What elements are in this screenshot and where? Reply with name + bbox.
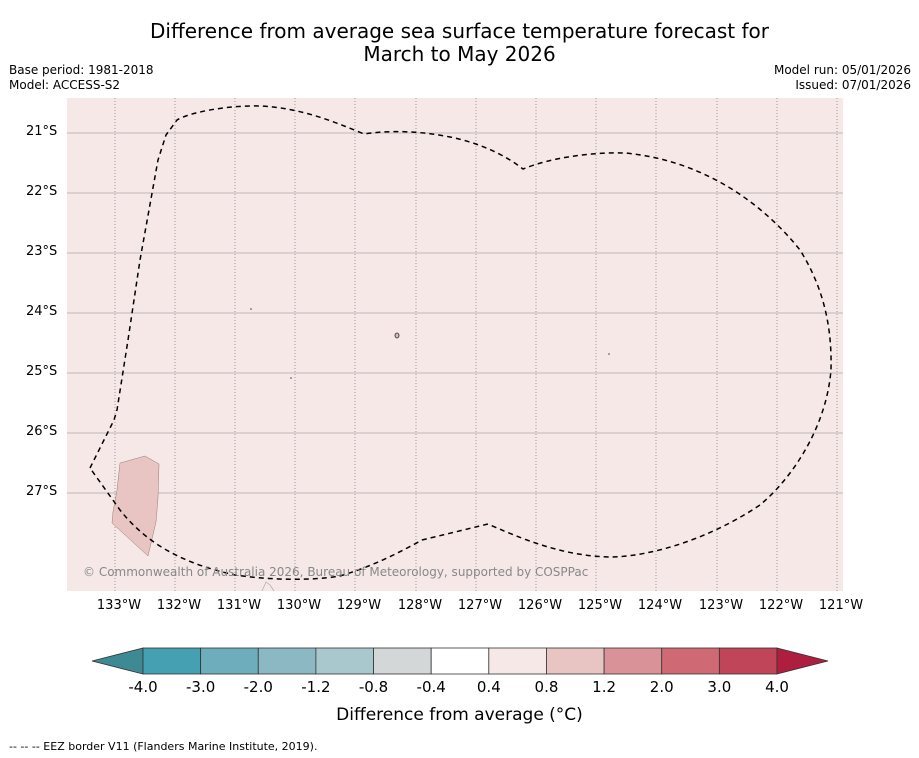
longitude-label: 126°W — [517, 598, 563, 613]
longitude-label: 123°W — [698, 598, 744, 613]
latitude-label: 25°S — [26, 364, 58, 379]
island-ducie — [394, 332, 400, 339]
warm-anomaly-patch — [111, 455, 160, 557]
longitude-label: 132°W — [156, 598, 202, 613]
map-background — [67, 98, 843, 591]
longitude-label: 124°W — [637, 598, 683, 613]
colorbar-title: Difference from average (°C) — [336, 705, 583, 725]
longitude-label: 121°W — [818, 598, 864, 613]
longitude-label: 127°W — [457, 598, 503, 613]
latitude-label: 27°S — [26, 484, 58, 499]
colorbar-tick-label: 4.0 — [765, 678, 789, 696]
colorbar-segment — [430, 647, 490, 675]
colorbar-tick-label: 3.0 — [707, 678, 732, 696]
latitude-label: 24°S — [26, 304, 58, 319]
issued-date: Issued: 07/01/2026 — [795, 78, 911, 92]
colorbar-tick-label: -2.0 — [243, 678, 273, 696]
colorbar-tick-label: -0.4 — [416, 678, 446, 696]
colorbar-tick-label: 1.2 — [592, 678, 617, 696]
colorbar-tick-label: -3.0 — [185, 678, 216, 696]
chart-title-line1: Difference from average sea surface temp… — [149, 19, 769, 43]
island-dot — [290, 377, 292, 379]
colorbar-tick-label: -0.8 — [358, 678, 389, 696]
latitude-label: 26°S — [26, 424, 58, 439]
eez-footnote: -- -- -- EEZ border V11 (Flanders Marine… — [9, 740, 318, 753]
island-dot — [608, 353, 610, 355]
colorbar-segment — [488, 647, 547, 675]
colorbar-segment — [315, 647, 374, 675]
island-dot — [250, 308, 252, 310]
colorbar-segment — [373, 647, 432, 675]
graticule — [67, 98, 843, 591]
longitude-label: 128°W — [397, 598, 443, 613]
model-run-date: Model run: 05/01/2026 — [773, 63, 911, 77]
latitude-label: 23°S — [26, 244, 58, 259]
longitude-label: 131°W — [216, 598, 262, 613]
longitude-label: 129°W — [336, 598, 382, 613]
colorbar — [91, 647, 829, 675]
longitude-label: 130°W — [276, 598, 322, 613]
colorbar-tick-label: -1.2 — [301, 678, 331, 696]
island-outline — [261, 581, 275, 592]
colorbar-segment — [546, 647, 605, 675]
colorbar-segment — [661, 647, 720, 675]
longitude-label: 122°W — [758, 598, 804, 613]
colorbar-segment — [257, 647, 317, 675]
latitude-label: 22°S — [26, 184, 58, 199]
longitude-label: 125°W — [577, 598, 623, 613]
colorbar-tick-label: 0.8 — [534, 678, 559, 696]
chart-title-line2: March to May 2026 — [363, 42, 556, 66]
colorbar-segment — [718, 647, 778, 675]
colorbar-segment — [142, 647, 202, 675]
eez-border — [89, 105, 832, 581]
longitude-label: 133°W — [96, 598, 142, 613]
colorbar-tick-label: -4.0 — [128, 678, 158, 696]
colorbar-segment — [603, 647, 663, 675]
latitude-label: 21°S — [26, 124, 58, 139]
base-period: Base period: 1981-2018 — [9, 63, 154, 77]
colorbar-tick-label: 2.0 — [649, 678, 674, 696]
colorbar-max-extension — [776, 647, 829, 675]
colorbar-tick-label: 0.4 — [476, 678, 501, 696]
colorbar-segment — [200, 647, 259, 675]
colorbar-min-extension — [91, 647, 144, 675]
copyright-notice: © Commonwealth of Australia 2026, Bureau… — [83, 565, 589, 579]
model-name: Model: ACCESS-S2 — [9, 78, 121, 92]
